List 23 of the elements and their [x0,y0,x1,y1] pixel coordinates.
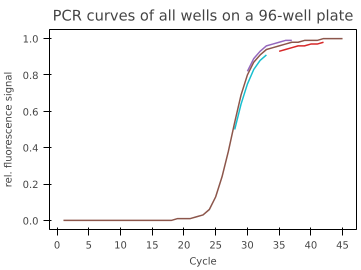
x-tick-label: 5 [86,240,92,252]
line-series [278,41,324,52]
x-tick-label: 40 [304,240,318,252]
y-tick-label: 0.6 [22,107,39,118]
y-axis-title: rel. fluorescence signal [4,72,15,188]
x-tick-label: 10 [114,240,127,252]
y-tick-label: 0.2 [22,180,39,192]
y-tick-label: 0.0 [22,216,39,228]
y-tick-label: 0.8 [22,70,39,82]
x-tick-label: 30 [241,240,254,252]
x-tick-label: 20 [178,240,190,252]
x-tick-label: 25 [209,240,222,252]
line-series [234,54,268,130]
chart-title: PCR curves of all wells on a 96-well plate [52,8,354,24]
x-axis-title: Cycle [189,256,217,268]
x-tick-label: 45 [336,240,349,252]
x-tick-label: 15 [146,240,159,252]
line-series [62,38,344,222]
line-series [246,40,293,72]
x-tick-label: 0 [54,240,60,252]
y-tick-label: 0.4 [22,144,39,155]
y-tick-label: 1.0 [22,34,39,46]
x-tick-label: 35 [272,240,286,252]
